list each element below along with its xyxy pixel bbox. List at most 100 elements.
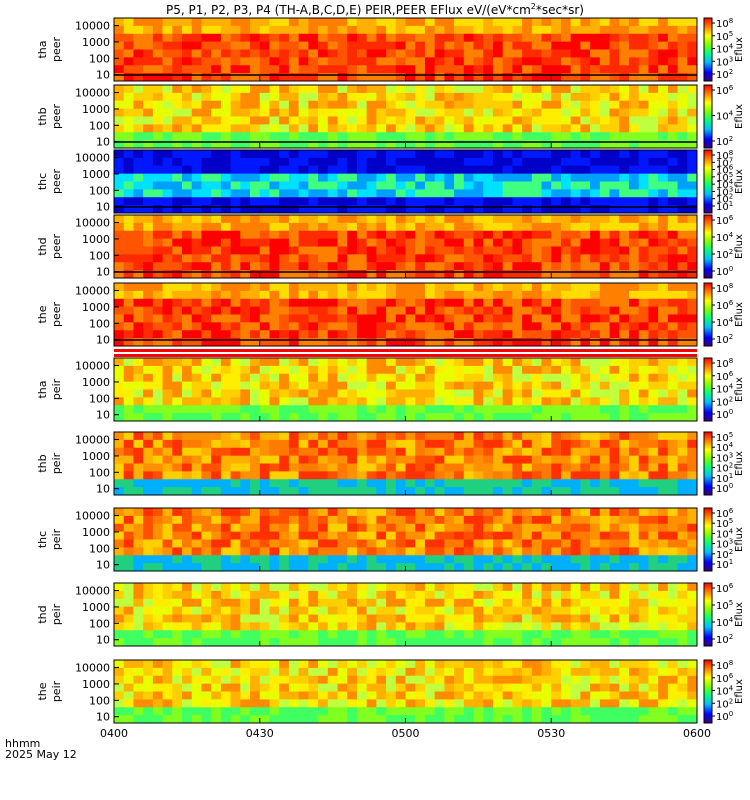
section-separator <box>114 349 697 352</box>
colorbar-tick-label: 102 <box>716 248 733 261</box>
colorbar-tick-label: 103 <box>716 185 733 198</box>
colorbar-tick-label: 101 <box>716 472 733 485</box>
panel-tha-peer <box>113 17 715 82</box>
colorbar-tick-label: 108 <box>716 282 733 295</box>
colorbar-tick-label: 105 <box>716 431 733 444</box>
x-tick-label: 0500 <box>392 727 420 740</box>
y-tick-label: 10000 <box>75 87 110 100</box>
y-tick-label: 1000 <box>82 678 110 691</box>
y-tick-label: 100 <box>89 184 110 197</box>
y-tick-label: 1000 <box>82 450 110 463</box>
colorbar-tick-label: 100 <box>716 482 733 495</box>
colorbar-label: Eflux <box>734 527 745 552</box>
y-tick-label: 10000 <box>75 360 110 373</box>
colorbar-tick-label: 108 <box>716 17 733 30</box>
y-tick-label: 1000 <box>82 526 110 539</box>
panel-the-peer <box>113 282 715 347</box>
x-tick-label: 0530 <box>537 727 565 740</box>
species-label: peir <box>50 603 63 625</box>
y-tick-label: 10000 <box>75 662 110 675</box>
y-tick-label: 1000 <box>82 36 110 49</box>
colorbar <box>703 282 713 347</box>
colorbar-tick-label: 106 <box>716 370 734 383</box>
panel-tha-peir <box>113 357 715 422</box>
x-axis-units: hhmm 2025 May 12 <box>5 738 77 760</box>
colorbar-tick-label: 100 <box>716 265 733 278</box>
y-tick-label: 1000 <box>82 103 110 116</box>
colorbar-label: Eflux <box>734 234 745 259</box>
y-tick-label: 10000 <box>75 152 110 165</box>
colorbar-tick-label: 106 <box>716 507 734 520</box>
colorbar-tick-label: 102 <box>716 193 733 206</box>
y-tick-label: 100 <box>89 119 110 132</box>
species-label: peir <box>50 680 63 702</box>
colorbar-tick-label: 104 <box>716 316 734 329</box>
colorbar-tick-label: 104 <box>716 441 734 454</box>
colorbar-tick-label: 103 <box>716 538 733 551</box>
probe-label: thb <box>36 454 49 472</box>
title-main: P5, P1, P2, P3, P4 (TH-A,B,C,D,E) PEIR,P… <box>166 3 531 17</box>
probe-label: thc <box>36 173 49 190</box>
colorbar-tick-label: 106 <box>716 84 734 97</box>
colorbar-tick-label: 105 <box>716 517 733 530</box>
colorbar-tick-label: 102 <box>716 697 733 710</box>
colorbar-tick-label: 106 <box>716 299 734 312</box>
colorbar <box>703 17 713 82</box>
x-axis-label-hhmm: hhmm <box>5 737 41 750</box>
probe-label: thc <box>36 531 49 548</box>
probe-label: thd <box>36 237 49 255</box>
species-label: peer <box>50 169 63 195</box>
colorbar <box>703 149 713 214</box>
panel-thc-peer <box>113 149 715 214</box>
y-tick-label: 100 <box>89 392 110 405</box>
x-tick-label: 0430 <box>246 727 274 740</box>
probe-label: thb <box>36 107 49 125</box>
colorbar-tick-label: 103 <box>716 451 733 464</box>
colorbar-tick-label: 105 <box>716 30 733 43</box>
species-label: peer <box>50 104 63 130</box>
colorbar-label: Eflux <box>734 679 745 704</box>
y-tick-label: 100 <box>89 617 110 630</box>
colorbar-tick-label: 100 <box>716 408 733 421</box>
panel-thc-peir <box>113 507 715 572</box>
colorbar <box>703 659 713 724</box>
y-tick-label: 10 <box>96 201 110 214</box>
colorbar-label: Eflux <box>734 104 745 129</box>
colorbar-tick-label: 100 <box>716 710 733 723</box>
chart-title: P5, P1, P2, P3, P4 (TH-A,B,C,D,E) PEIR,P… <box>0 2 750 17</box>
colorbar-tick-label: 102 <box>716 68 733 81</box>
probe-label: the <box>36 682 49 700</box>
colorbar-tick-label: 102 <box>716 395 733 408</box>
y-tick-label: 10000 <box>75 510 110 523</box>
y-tick-label: 10 <box>96 634 110 647</box>
y-tick-label: 10 <box>96 334 110 347</box>
y-tick-label: 10000 <box>75 217 110 230</box>
colorbar-tick-label: 101 <box>716 558 733 571</box>
title-tail: *sec*sr) <box>535 3 584 17</box>
y-tick-label: 10 <box>96 266 110 279</box>
colorbar-tick-label: 106 <box>716 164 734 177</box>
colorbar <box>703 357 713 422</box>
y-tick-label: 100 <box>89 542 110 555</box>
colorbar-tick-label: 102 <box>716 633 733 646</box>
title-exponent: 2 <box>530 2 536 11</box>
y-tick-label: 100 <box>89 52 110 65</box>
colorbar-tick-label: 104 <box>716 178 734 191</box>
colorbar-tick-label: 104 <box>716 616 734 629</box>
y-tick-label: 100 <box>89 466 110 479</box>
species-label: peer <box>50 37 63 63</box>
colorbar-tick-label: 106 <box>716 672 734 685</box>
y-tick-label: 10000 <box>75 585 110 598</box>
colorbar-tick-label: 103 <box>716 55 733 68</box>
colorbar-tick-label: 104 <box>716 383 734 396</box>
colorbar <box>703 84 713 149</box>
x-tick-label: 0600 <box>683 727 711 740</box>
x-tick-label: 0400 <box>100 727 128 740</box>
colorbar-tick-label: 105 <box>716 171 733 184</box>
y-tick-label: 100 <box>89 249 110 262</box>
y-tick-label: 1000 <box>82 376 110 389</box>
colorbar <box>703 507 713 572</box>
y-tick-label: 10 <box>96 711 110 724</box>
colorbar <box>703 214 713 279</box>
